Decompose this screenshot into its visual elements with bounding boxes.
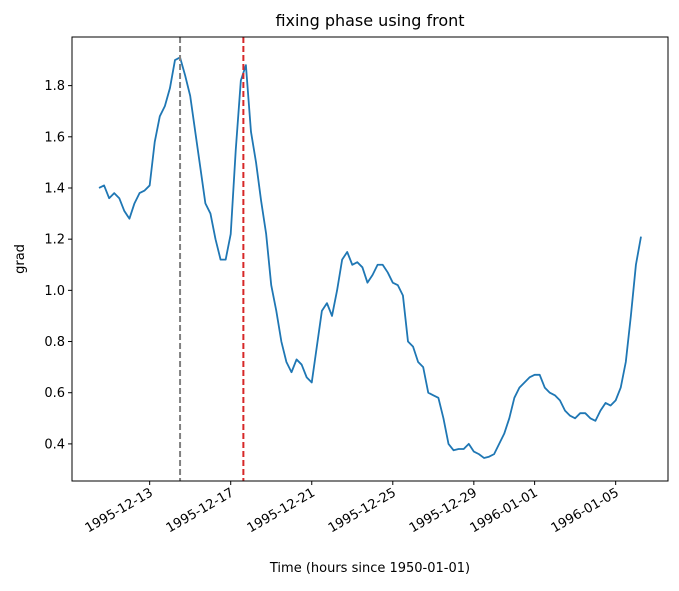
y-tick-label: 1.6	[44, 130, 65, 145]
x-tick-label: 1996-01-01	[468, 485, 541, 536]
y-tick-label: 1.0	[44, 284, 65, 299]
y-tick-label: 0.4	[44, 437, 65, 452]
y-tick-label: 1.2	[44, 233, 65, 248]
x-tick-label: 1996-01-05	[549, 485, 622, 536]
x-tick-label: 1995-12-25	[326, 485, 399, 536]
plot-frame	[71, 36, 669, 482]
y-tick-label: 0.6	[44, 386, 65, 401]
x-axis-label: Time (hours since 1950-01-01)	[269, 561, 470, 576]
x-tick-label: 1995-12-13	[83, 485, 156, 536]
y-tick-label: 0.8	[44, 335, 65, 350]
x-tick-label: 1995-12-29	[407, 485, 480, 536]
data-line	[98, 56, 642, 459]
y-axis-label: grad	[13, 244, 28, 274]
chart-title: fixing phase using front	[275, 11, 464, 30]
y-tick-label: 1.4	[44, 181, 65, 196]
y-tick-label: 1.8	[44, 79, 65, 94]
x-tick-label: 1995-12-21	[245, 485, 318, 536]
x-tick-label: 1995-12-17	[164, 485, 237, 536]
